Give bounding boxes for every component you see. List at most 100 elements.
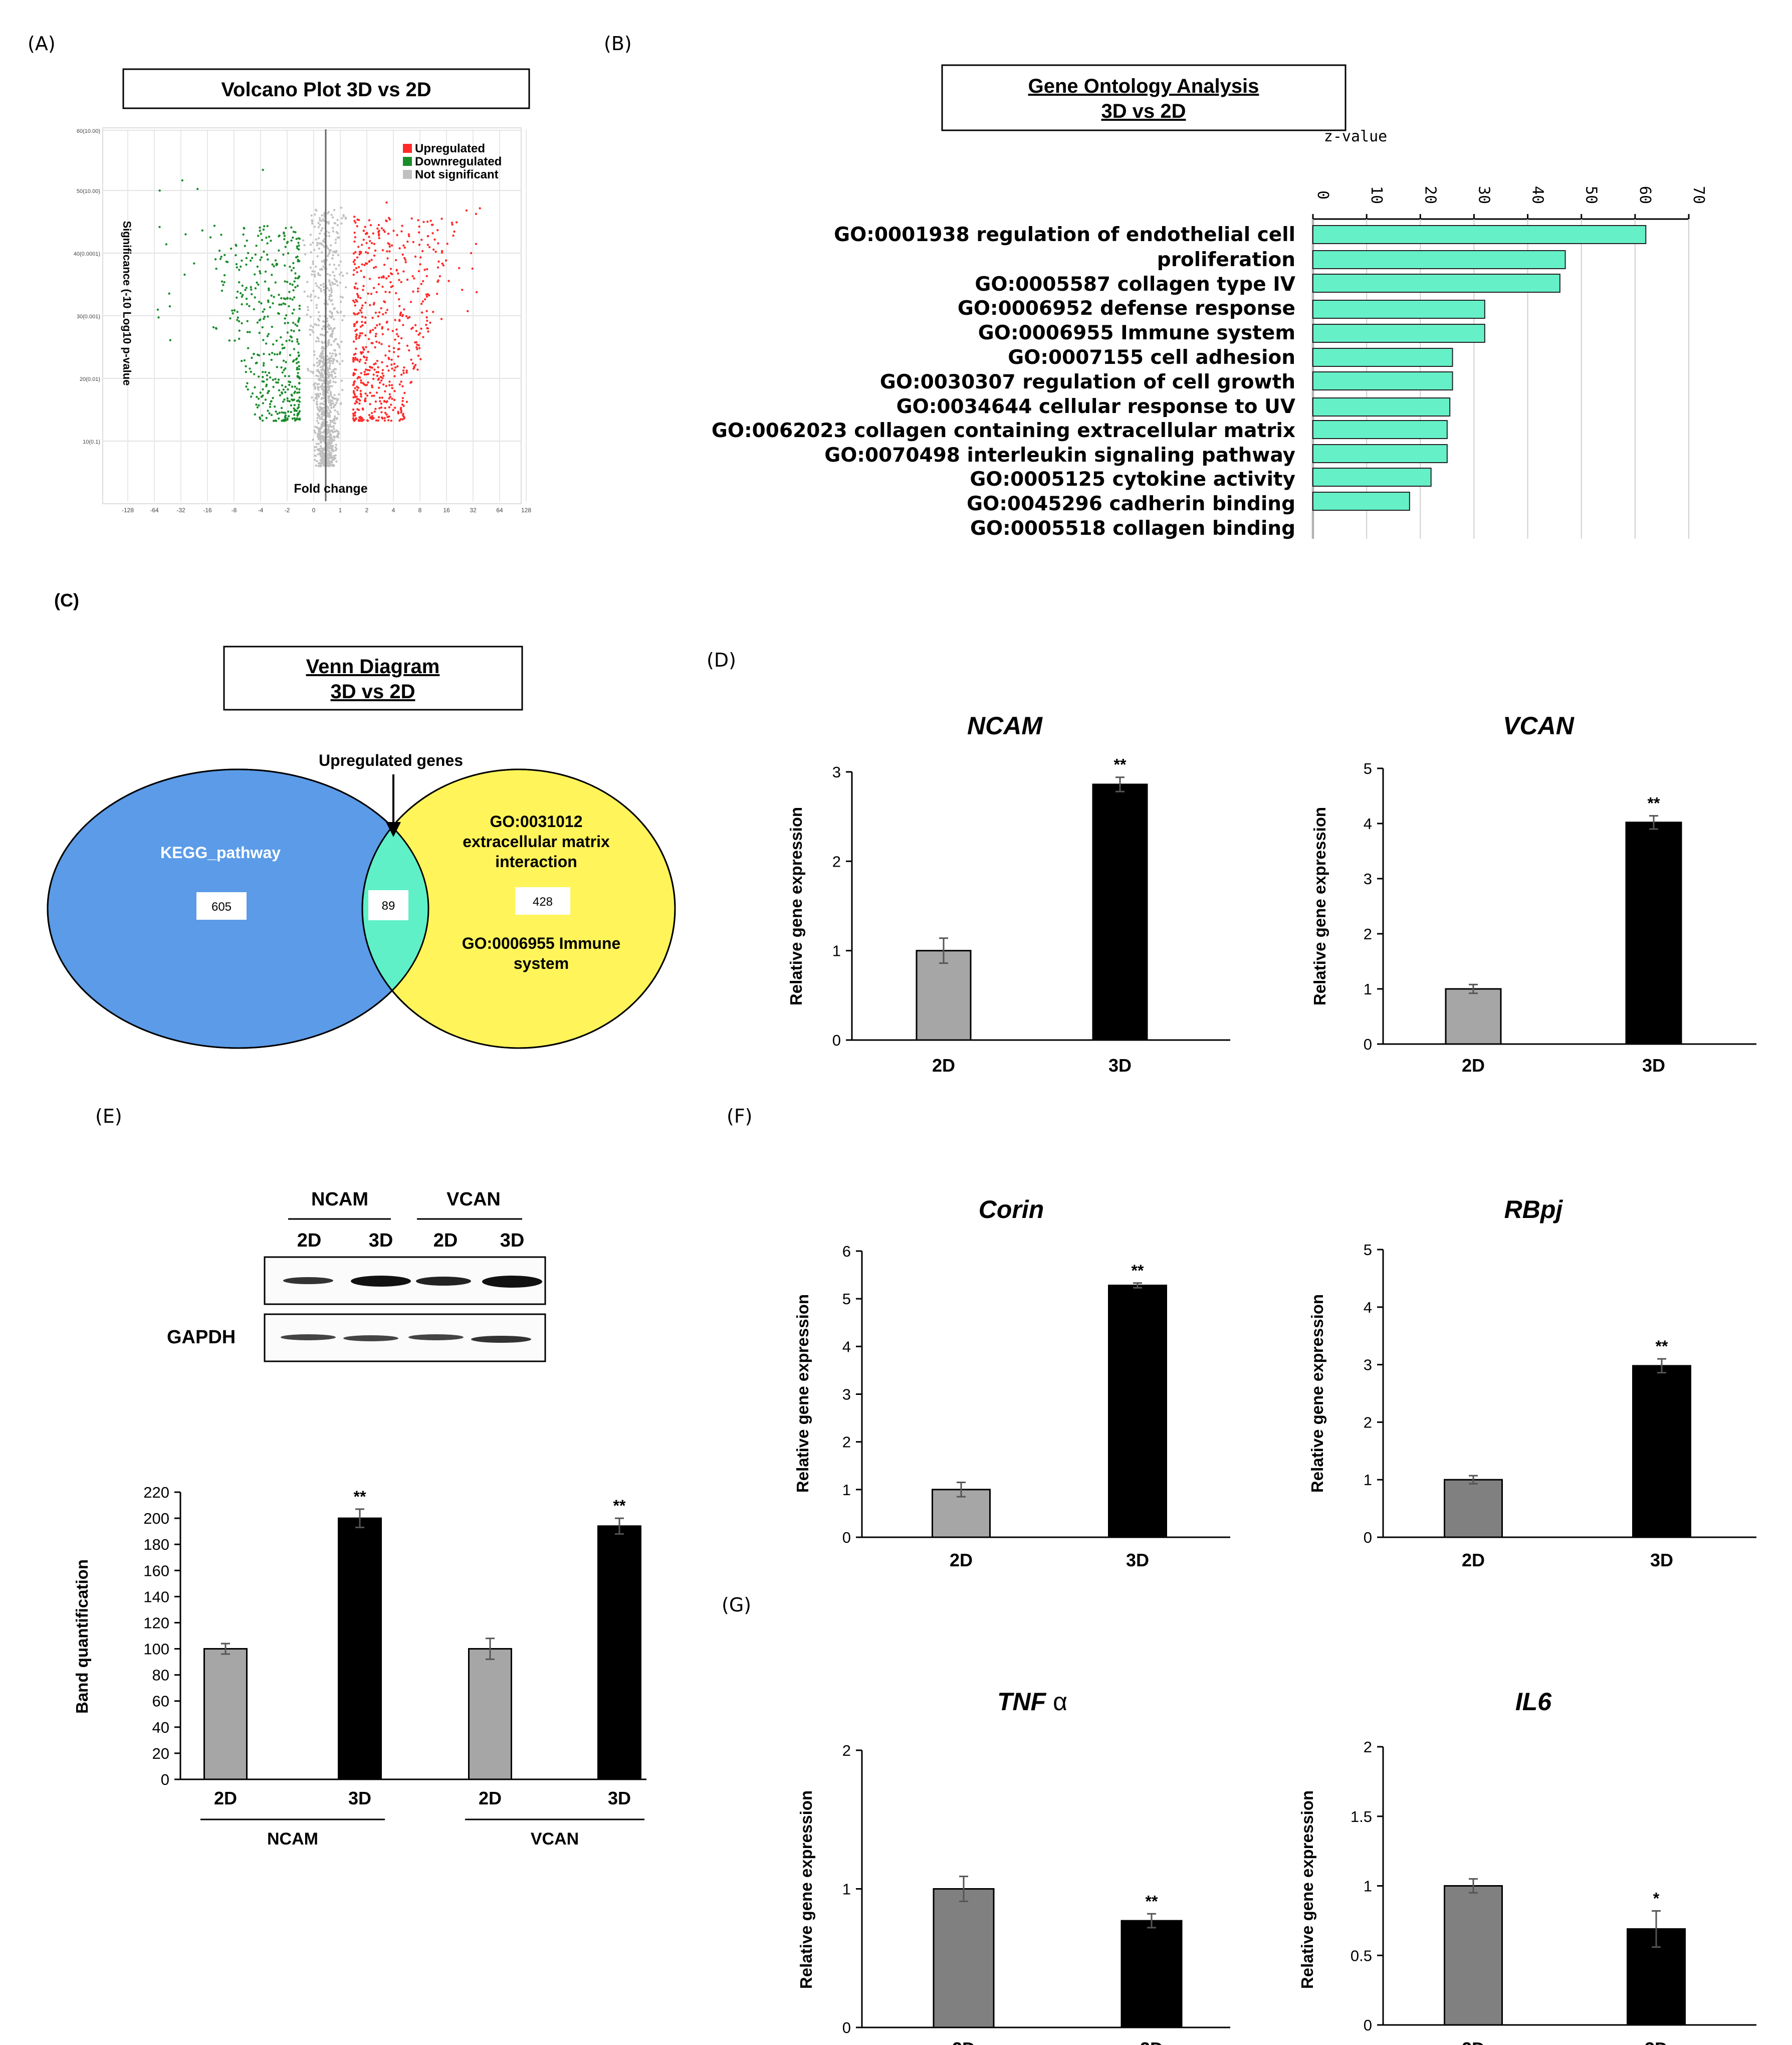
volcano-point <box>388 384 391 386</box>
volcano-point <box>395 328 398 331</box>
volcano-point <box>321 260 323 263</box>
volcano-point <box>165 243 167 246</box>
category-label: 2D <box>952 2038 975 2045</box>
volcano-point <box>258 319 261 322</box>
volcano-point <box>296 247 299 250</box>
volcano-point <box>318 362 321 365</box>
volcano-point <box>328 409 331 412</box>
volcano-point <box>322 421 325 424</box>
volcano-point <box>319 452 321 455</box>
volcano-point <box>479 207 481 210</box>
venn-title-box <box>223 646 523 711</box>
volcano-point <box>315 238 318 241</box>
panel-letter-e: (E) <box>95 1105 122 1127</box>
volcano-y-tick: 10(0.1) <box>83 439 100 445</box>
volcano-point <box>385 401 388 403</box>
volcano-point <box>400 337 403 339</box>
volcano-point <box>373 254 376 257</box>
y-tick-label: 0 <box>842 2019 851 2036</box>
bar <box>1108 1285 1167 1538</box>
volcano-point <box>329 357 332 359</box>
volcano-point <box>397 348 399 351</box>
volcano-point <box>378 237 380 240</box>
volcano-point <box>333 417 336 420</box>
volcano-point <box>321 402 324 405</box>
volcano-point <box>330 291 333 294</box>
volcano-point <box>416 290 419 293</box>
y-tick-label: 200 <box>143 1510 169 1527</box>
volcano-point <box>341 217 343 220</box>
volcano-point <box>316 361 318 364</box>
volcano-point <box>327 450 330 452</box>
volcano-point <box>369 331 371 334</box>
volcano-point <box>361 332 363 335</box>
volcano-point <box>440 218 443 220</box>
volcano-x-tick: 2 <box>365 507 369 514</box>
volcano-point <box>256 265 259 268</box>
volcano-point <box>223 254 226 256</box>
volcano-point <box>323 419 325 421</box>
go-bar <box>1312 274 1560 293</box>
volcano-y-ticks: 60(10.00) 50(10.00) 40(0.0001) 30(0.001) 20(… <box>74 128 100 445</box>
volcano-point <box>318 415 320 417</box>
volcano-point <box>282 400 285 403</box>
volcano-point <box>356 256 359 259</box>
volcano-point <box>355 334 358 336</box>
volcano-point <box>332 328 335 330</box>
volcano-point <box>242 233 245 236</box>
volcano-point <box>386 309 388 311</box>
volcano-point <box>374 327 377 329</box>
volcano-point <box>353 232 356 234</box>
volcano-point <box>322 414 325 417</box>
volcano-point <box>406 278 409 281</box>
volcano-point <box>365 242 368 245</box>
go-bar-chart: 0 10 20 30 40 50 60 70 GO:0001938 regulation of … <box>712 186 1707 540</box>
volcano-point <box>331 429 334 432</box>
volcano-point <box>255 245 258 247</box>
volcano-point <box>292 231 295 233</box>
panel-letter-b: (B) <box>604 33 632 55</box>
volcano-point <box>314 387 317 390</box>
volcano-point <box>377 224 380 227</box>
volcano-point <box>362 285 365 287</box>
volcano-point <box>359 389 362 392</box>
volcano-point <box>323 376 325 379</box>
volcano-point <box>284 412 287 414</box>
volcano-point <box>331 335 333 338</box>
bar <box>1625 822 1682 1045</box>
volcano-point <box>390 358 393 361</box>
volcano-point <box>339 402 342 405</box>
volcano-point <box>400 230 403 233</box>
volcano-point <box>416 348 418 350</box>
volcano-point <box>415 346 418 349</box>
volcano-point <box>322 283 325 285</box>
volcano-point <box>278 235 280 238</box>
volcano-point <box>296 387 298 390</box>
volcano-point <box>334 409 336 412</box>
volcano-point <box>356 401 358 403</box>
category-label: 3D <box>1645 2038 1668 2045</box>
volcano-x-tick: -64 <box>150 507 159 514</box>
volcano-point <box>339 260 342 263</box>
volcano-point <box>314 382 317 384</box>
volcano-point <box>329 381 331 384</box>
venn-right-outline <box>361 768 676 1049</box>
volcano-point <box>414 324 417 326</box>
volcano-point <box>362 239 365 241</box>
volcano-point <box>253 373 256 375</box>
volcano-point <box>358 253 361 256</box>
volcano-point <box>318 286 320 289</box>
volcano-point <box>317 222 320 225</box>
y-axis-label: Relative gene expression <box>1308 1294 1326 1493</box>
volcano-point <box>241 259 243 262</box>
volcano-point <box>316 460 318 463</box>
volcano-point <box>398 319 401 321</box>
volcano-point <box>317 465 320 467</box>
volcano-point <box>296 338 299 341</box>
volcano-point <box>238 281 241 284</box>
go-tick-label: 20 <box>1421 186 1439 204</box>
volcano-point <box>290 226 293 229</box>
volcano-point <box>274 420 277 422</box>
volcano-point <box>355 337 358 340</box>
volcano-point <box>294 231 297 234</box>
